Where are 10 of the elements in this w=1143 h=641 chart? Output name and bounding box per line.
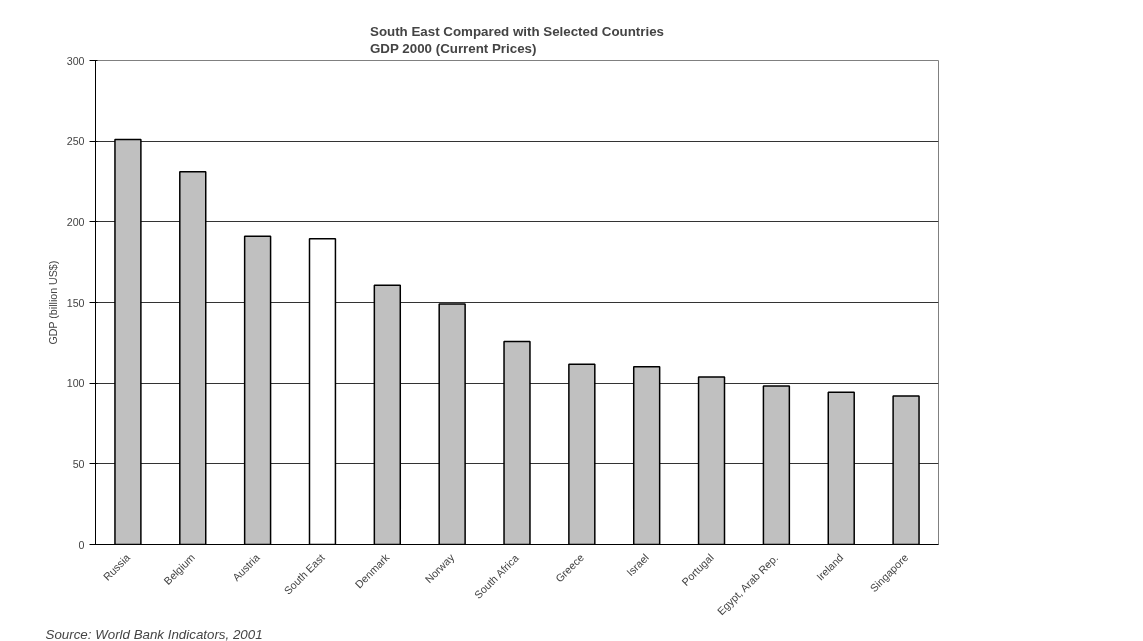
y-tick-label: 300 <box>66 54 85 67</box>
chart-title: South East Compared with Selected Countries GDP 2000 (Current Prices) <box>370 24 665 56</box>
source-note: Source: World Bank Indicators, 2001 <box>45 626 263 641</box>
y-tick-label: 200 <box>66 215 85 228</box>
y-tick-label: 100 <box>66 377 85 390</box>
y-tick-label: 250 <box>66 135 85 148</box>
y-tick-label: 0 <box>78 538 85 551</box>
y-axis-title: GDP (billion US$) <box>46 260 59 345</box>
y-tick-label: 150 <box>66 296 85 309</box>
y-tick-label: 50 <box>72 457 85 470</box>
